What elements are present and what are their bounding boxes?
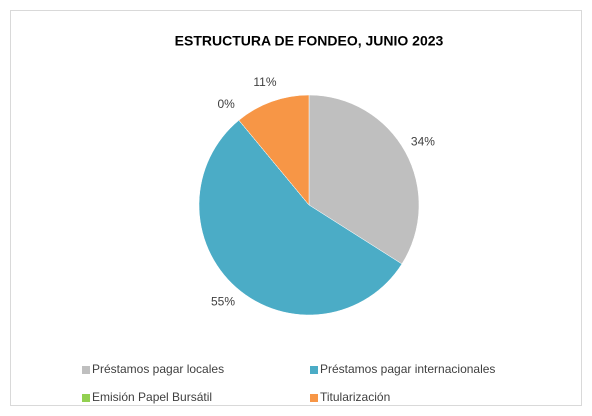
legend-swatch — [310, 366, 318, 374]
legend-swatch — [82, 366, 90, 374]
legend-swatch — [82, 394, 90, 402]
data-label: 11% — [253, 75, 276, 89]
pie-slice — [198, 119, 403, 316]
data-label: 55% — [211, 295, 235, 309]
chart-title: ESTRUCTURA DE FONDEO, JUNIO 2023 — [175, 33, 444, 49]
legend-label: Préstamos pagar internacionales — [320, 362, 495, 376]
legend-label: Préstamos pagar locales — [92, 362, 224, 376]
legend-swatch — [310, 394, 318, 402]
pie-slice — [308, 94, 420, 265]
data-label: 0% — [217, 97, 235, 111]
legend-label: Titularización — [320, 390, 390, 404]
data-label: 34% — [411, 135, 435, 149]
pie-slice — [238, 94, 310, 206]
legend-label: Emisión Papel Bursátil — [92, 390, 212, 404]
